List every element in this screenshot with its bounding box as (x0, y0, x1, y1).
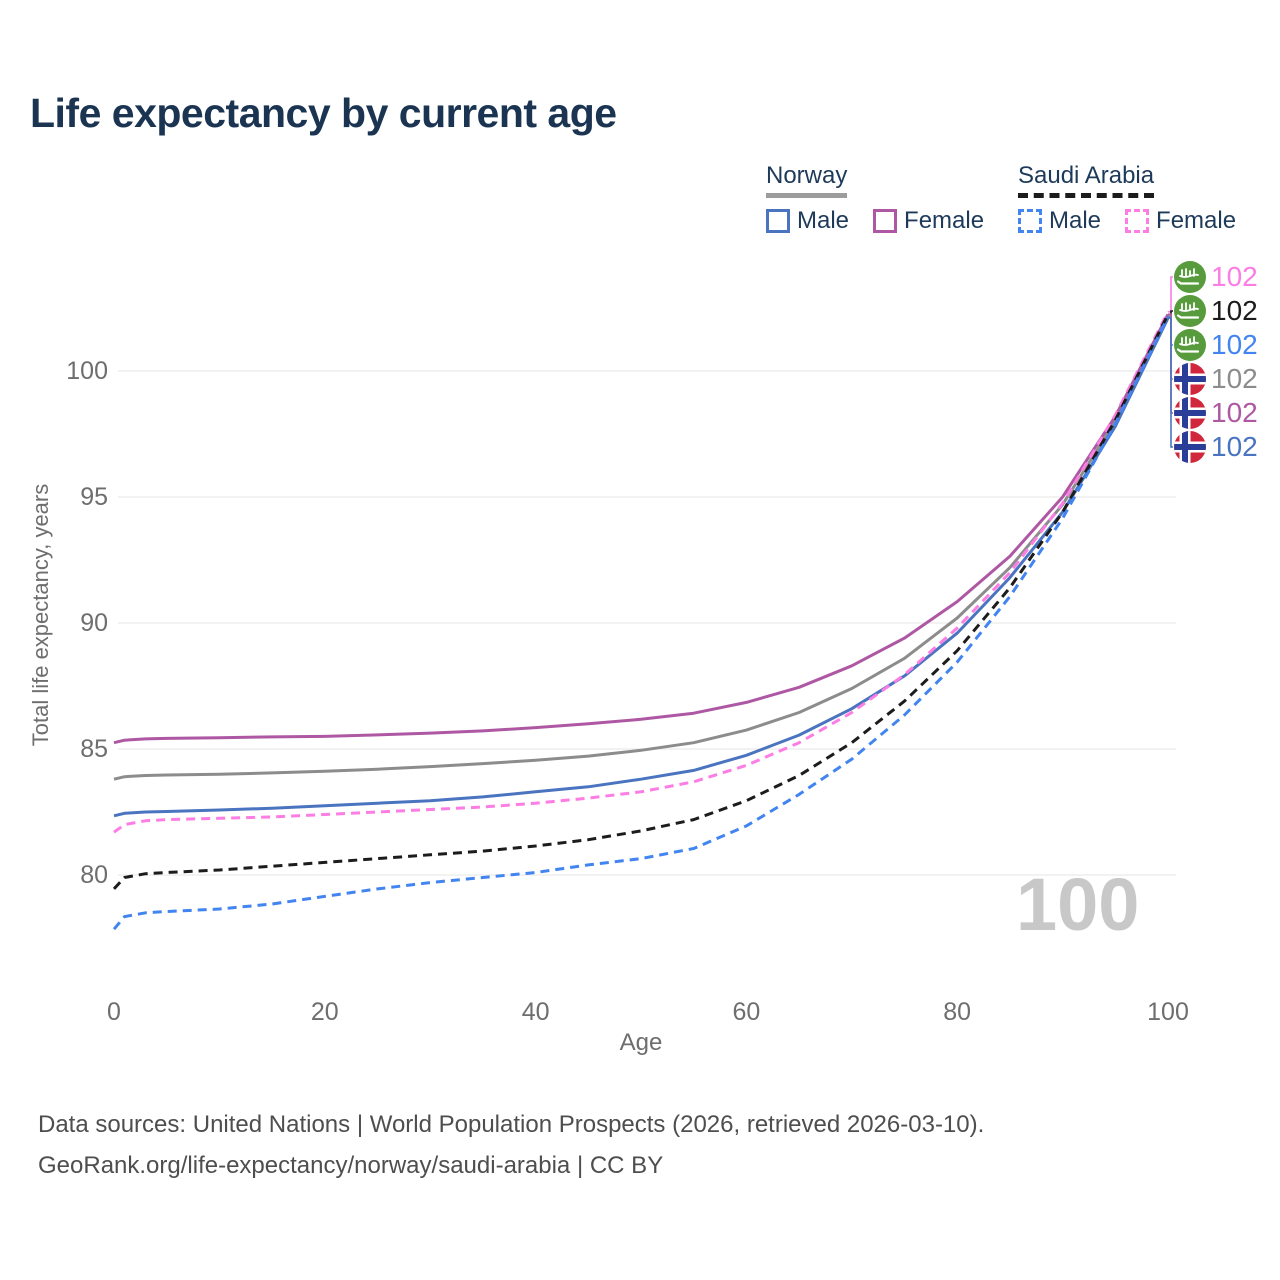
legend-label-saudi-arabia-male: Male (1049, 207, 1102, 234)
end-value-label-norway-male: 102 (1211, 431, 1258, 462)
end-value-label-norway-both: 102 (1211, 363, 1258, 394)
end-value-label-saudi-arabia-male: 102 (1211, 329, 1258, 360)
series-line-saudi-arabia-both (112, 313, 1170, 890)
legend-country-norway: Norway (766, 162, 848, 198)
x-tick-label: 100 (1147, 998, 1189, 1026)
legend-item-norway-male[interactable]: Male (766, 207, 849, 235)
chart-title: Life expectancy by current age (30, 90, 617, 136)
age-counter-watermark: 100 (1016, 863, 1140, 946)
footer-data-sources: Data sources: United Nations | World Pop… (38, 1111, 985, 1138)
x-tick-label: 0 (107, 998, 121, 1026)
saudi-arabia-flag-icon (1174, 329, 1206, 361)
y-axis-title: Total life expectancy, years (28, 484, 53, 747)
footer-attribution: GeoRank.org/life-expectancy/norway/saudi… (38, 1152, 664, 1179)
x-tick-label: 60 (732, 998, 760, 1026)
saudi-arabia-flag-icon (1174, 295, 1206, 327)
saudi-arabia-flag-icon (1174, 261, 1206, 293)
legend-item-saudi-arabia-male[interactable]: Male (1018, 207, 1101, 235)
series-line-norway-male (113, 317, 1170, 818)
legend-country-saudi-arabia: Saudi Arabia (1018, 162, 1155, 198)
series-line-norway-both (113, 314, 1170, 781)
end-label-connector-saudi-arabia-female (1168, 276, 1173, 313)
norway-male-swatch-icon (766, 209, 790, 233)
legend-group-norway: Norway Male Female (766, 162, 984, 235)
y-tick-label: 85 (80, 735, 108, 763)
legend-label-saudi-arabia-female: Female (1156, 207, 1237, 234)
saudi-arabia-female-swatch-icon (1125, 209, 1150, 233)
legend-group-saudi-arabia: Saudi Arabia Male Female (1018, 162, 1236, 235)
series-line-saudi-arabia-female (113, 311, 1170, 834)
norway-flag-icon (1174, 431, 1206, 463)
series-line-norway-female (113, 313, 1170, 745)
footer: Data sources: United Nations | World Pop… (38, 1104, 984, 1186)
x-tick-label: 40 (522, 998, 550, 1026)
legend-label-norway-male: Male (797, 207, 850, 234)
end-value-label-saudi-arabia-both: 102 (1211, 295, 1258, 326)
norway-female-swatch-icon (873, 209, 898, 233)
x-tick-label: 80 (943, 998, 971, 1026)
x-axis-title: Age (620, 1029, 663, 1056)
series-line-saudi-arabia-male (112, 316, 1170, 931)
end-label-connector-norway-male (1168, 317, 1173, 448)
legend-item-norway-female[interactable]: Female (873, 207, 984, 235)
y-tick-label: 80 (80, 861, 108, 889)
saudi-arabia-male-swatch-icon (1018, 209, 1042, 233)
y-tick-label: 90 (80, 609, 108, 637)
norway-flag-icon (1174, 363, 1206, 395)
norway-flag-icon (1174, 397, 1206, 429)
end-value-label-saudi-arabia-female: 102 (1211, 261, 1258, 292)
x-tick-label: 20 (311, 998, 339, 1026)
y-tick-label: 95 (80, 483, 108, 511)
end-value-label-norway-female: 102 (1211, 397, 1258, 428)
legend-label-norway-female: Female (904, 207, 985, 234)
legend-item-saudi-arabia-female[interactable]: Female (1125, 207, 1236, 235)
y-tick-label: 100 (66, 357, 108, 385)
